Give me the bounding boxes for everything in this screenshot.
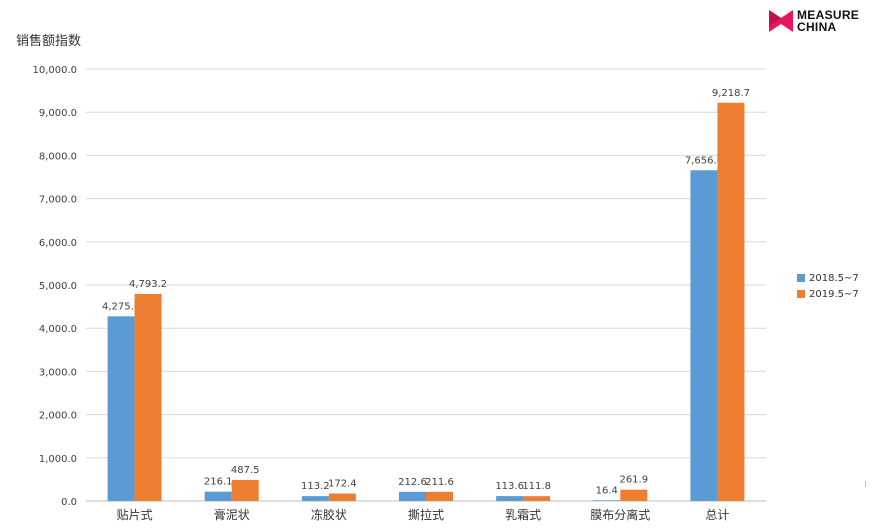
y-tick-label: 8,000.0	[39, 151, 77, 162]
y-tick-label: 5,000.0	[39, 281, 77, 292]
y-tick-label: 10,000.0	[32, 65, 77, 76]
brand-logo: MEASURE CHINA	[769, 9, 873, 35]
x-tick-label: 总计	[705, 508, 729, 522]
legend-swatch-2019	[797, 290, 805, 298]
bar	[690, 170, 718, 501]
data-label: 7,656.0	[685, 155, 723, 166]
y-tick-label: 4,000.0	[39, 324, 77, 335]
legend-item-2019: 2019.5~7	[797, 286, 859, 302]
data-label: 113.6	[495, 481, 524, 492]
x-tick-label: 膏泥状	[214, 507, 250, 522]
y-tick-label: 0.0	[61, 497, 77, 508]
bar	[107, 316, 135, 501]
y-tick-label: 3,000.0	[39, 367, 77, 378]
y-tick-label: 1,000.0	[39, 454, 77, 465]
brand-name: MEASURE CHINA	[797, 9, 859, 33]
divider	[865, 481, 866, 487]
y-tick-label: 2,000.0	[39, 411, 77, 422]
bar	[620, 489, 648, 501]
data-label: 4,793.2	[129, 279, 167, 290]
data-label: 212.6	[398, 477, 427, 488]
data-label: 4,275.0	[102, 301, 140, 312]
legend-label-2018: 2018.5~7	[809, 272, 859, 284]
bar	[301, 496, 329, 501]
data-label: 172.4	[328, 479, 357, 490]
brand-name-line1: MEASURE	[797, 8, 860, 22]
data-label: 261.9	[619, 475, 648, 486]
measure-china-logo-icon	[769, 10, 793, 32]
x-tick-label: 贴片式	[117, 508, 153, 522]
y-tick-label: 9,000.0	[39, 108, 77, 119]
x-tick-label: 膜布分离式	[590, 507, 650, 522]
legend-swatch-2018	[797, 274, 805, 282]
data-label: 16.4	[596, 485, 618, 496]
y-tick-label: 7,000.0	[39, 195, 77, 206]
legend: 2018.5~7 2019.5~7	[797, 270, 859, 302]
y-tick-label: 6,000.0	[39, 238, 77, 249]
bar	[593, 500, 621, 501]
bar	[204, 491, 232, 501]
bar	[496, 496, 524, 501]
data-label: 113.2	[301, 481, 330, 492]
bar	[426, 491, 453, 501]
bar	[328, 493, 356, 501]
brand-name-line2: CHINA	[797, 20, 837, 34]
data-label: 211.6	[425, 477, 454, 488]
x-tick-label: 冻胶状	[311, 507, 347, 522]
data-label: 111.8	[522, 481, 551, 492]
bar	[717, 102, 745, 501]
bar	[399, 491, 426, 501]
data-label: 216.1	[204, 477, 233, 488]
x-tick-label: 撕拉式	[408, 507, 444, 522]
y-axis-title: 销售额指数	[16, 34, 82, 49]
x-tick-label: 乳霜式	[505, 508, 541, 522]
data-label: 9,218.7	[712, 88, 750, 99]
bar	[523, 496, 551, 501]
legend-label-2019: 2019.5~7	[809, 288, 859, 300]
bar	[231, 479, 259, 501]
bar	[134, 293, 162, 501]
data-label: 487.5	[231, 465, 260, 476]
legend-item-2018: 2018.5~7	[797, 270, 859, 286]
